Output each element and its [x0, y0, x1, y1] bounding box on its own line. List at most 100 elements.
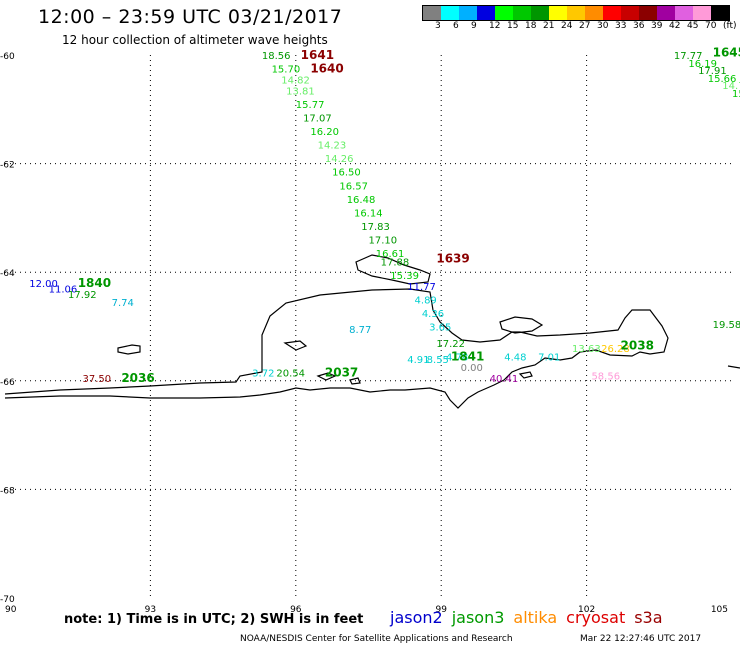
legend-tick-label: 27 — [579, 21, 591, 31]
legend-tick-label: 39 — [651, 21, 663, 31]
legend-tick-label: 30 — [597, 21, 609, 31]
wave-height-value: 15.66 — [708, 74, 737, 85]
legend-tick-label: 42 — [669, 21, 681, 31]
wave-height-value: 17.10 — [369, 236, 398, 247]
legend-tick-label: (ft) — [723, 21, 737, 31]
legend-tick-label: 70 — [705, 21, 717, 31]
legend-tick-label: 12 — [489, 21, 501, 31]
pass-time-label: 2036 — [121, 371, 154, 385]
pass-time-label: 2038 — [621, 339, 654, 353]
legend-tick-label: 24 — [561, 21, 573, 31]
longitude-label: 102 — [578, 605, 595, 615]
legend-tick-label: 6 — [453, 21, 459, 31]
wave-height-value: 20.54 — [276, 369, 305, 380]
legend-swatch — [675, 6, 693, 20]
wave-height-value: 58.56 — [591, 371, 620, 382]
pass-time-label: 1840 — [78, 276, 111, 290]
pass-time-label: 1645 — [713, 45, 740, 59]
map-subtitle: 12 hour collection of altimeter wave hei… — [62, 33, 328, 47]
wave-height-value: 40.41 — [490, 374, 519, 385]
legend-swatch — [477, 6, 495, 20]
legend-swatch — [621, 6, 639, 20]
latitude-label: -66 — [0, 378, 15, 388]
coastline-segment — [316, 372, 337, 381]
wave-height-value: 4.48 — [504, 352, 526, 363]
wave-height-value: 15.0 — [732, 89, 740, 100]
legend-tick-label: 18 — [525, 21, 537, 31]
coastline-segment — [518, 371, 533, 379]
coastline-segment — [355, 254, 431, 285]
wave-height-value: 17.22 — [436, 339, 465, 350]
legend-tick-label: 45 — [687, 21, 699, 31]
legend-swatch — [495, 6, 513, 20]
legend-swatch — [423, 6, 441, 20]
color-scale-bar — [422, 5, 730, 21]
coastline — [4, 254, 740, 409]
wave-height-value: 16.20 — [310, 127, 339, 138]
wave-height-value: 13.63 — [572, 344, 601, 355]
pass-time-label: 1641 — [301, 48, 334, 62]
wave-height-value: 16.61 — [376, 249, 405, 260]
wave-height-value: 4.91 — [407, 355, 429, 366]
wave-height-value: 16.19 — [688, 59, 717, 70]
wave-height-value: 16.50 — [332, 168, 361, 179]
wave-height-value: 8.77 — [349, 325, 371, 336]
wave-height-value: 19.58 — [713, 320, 740, 331]
wave-height-value: 15.39 — [390, 271, 419, 282]
pass-time-label: 1639 — [436, 252, 469, 266]
legend-swatch — [657, 6, 675, 20]
wave-height-value: 15.70 — [272, 65, 301, 76]
legend-tick-label: 15 — [507, 21, 519, 31]
credit-timestamp: Mar 22 12:27:46 UTC 2017 — [580, 634, 702, 644]
satellite-legend-item: s3a — [634, 608, 663, 627]
satellite-legend-item: jason2 — [390, 608, 443, 627]
legend-tick-label: 9 — [471, 21, 477, 31]
pass-time-label: 1841 — [451, 349, 484, 363]
wave-height-value: 14.26 — [325, 154, 354, 165]
legend-swatch — [549, 6, 567, 20]
legend-swatch — [567, 6, 585, 20]
wave-height-value: 12.00 — [29, 279, 58, 290]
wave-height-value: 4.36 — [422, 309, 444, 320]
legend-swatch — [693, 6, 711, 20]
legend-tick-label: 36 — [633, 21, 645, 31]
legend-tick-label: 3 — [435, 21, 441, 31]
wave-height-value: 14.79 — [722, 81, 740, 92]
coastline-segment — [4, 288, 669, 409]
longitude-label: 105 — [711, 605, 728, 615]
latitude-label: -68 — [0, 486, 15, 496]
axis-labels: 90 93 96 99 102 105 -60 -62 -64 -66 -68 -70 — [0, 52, 728, 615]
latitude-label: -70 — [0, 595, 15, 605]
wave-height-value: 11.77 — [407, 282, 436, 293]
wave-height-value: 17.77 — [674, 51, 703, 62]
wave-height-value: 26.28 — [601, 344, 630, 355]
wave-height-value: 17.92 — [68, 290, 97, 301]
coastline-segment — [117, 344, 141, 355]
legend-swatch — [639, 6, 657, 20]
color-scale-ticks: 3 6 9 12 15 18 21 24 27 30 33 36 39 42 45 70 (ft) — [422, 21, 738, 33]
coastline-segment — [283, 340, 308, 351]
wave-height-value: 7.74 — [112, 298, 134, 309]
latitude-label: -60 — [0, 52, 15, 62]
wave-height-value: 4.89 — [415, 295, 437, 306]
longitude-label: 90 — [5, 605, 17, 615]
wave-height-value: 37.50 — [83, 374, 112, 385]
map-title: 12:00 – 23:59 UTC 03/21/2017 — [38, 6, 343, 28]
satellite-legend-item: cryosat — [566, 608, 626, 627]
coastline-segment — [727, 365, 740, 369]
legend-swatch — [603, 6, 621, 20]
wave-height-value: 3.72 — [252, 369, 274, 380]
graticule — [5, 55, 732, 598]
legend-tick-label: 33 — [615, 21, 627, 31]
legend-swatch — [711, 6, 729, 20]
pass-time-label: 1640 — [310, 62, 343, 76]
wave-height-value: 3.65 — [429, 323, 451, 334]
wave-height-value: 8.55 — [427, 355, 449, 366]
wave-height-value: 7.01 — [538, 352, 560, 363]
latitude-label: -64 — [0, 269, 15, 279]
longitude-label: 99 — [435, 605, 447, 615]
wave-height-value: 11.06 — [49, 284, 78, 295]
wave-height-value: 4.78 — [446, 352, 468, 363]
legend-swatch — [459, 6, 477, 20]
